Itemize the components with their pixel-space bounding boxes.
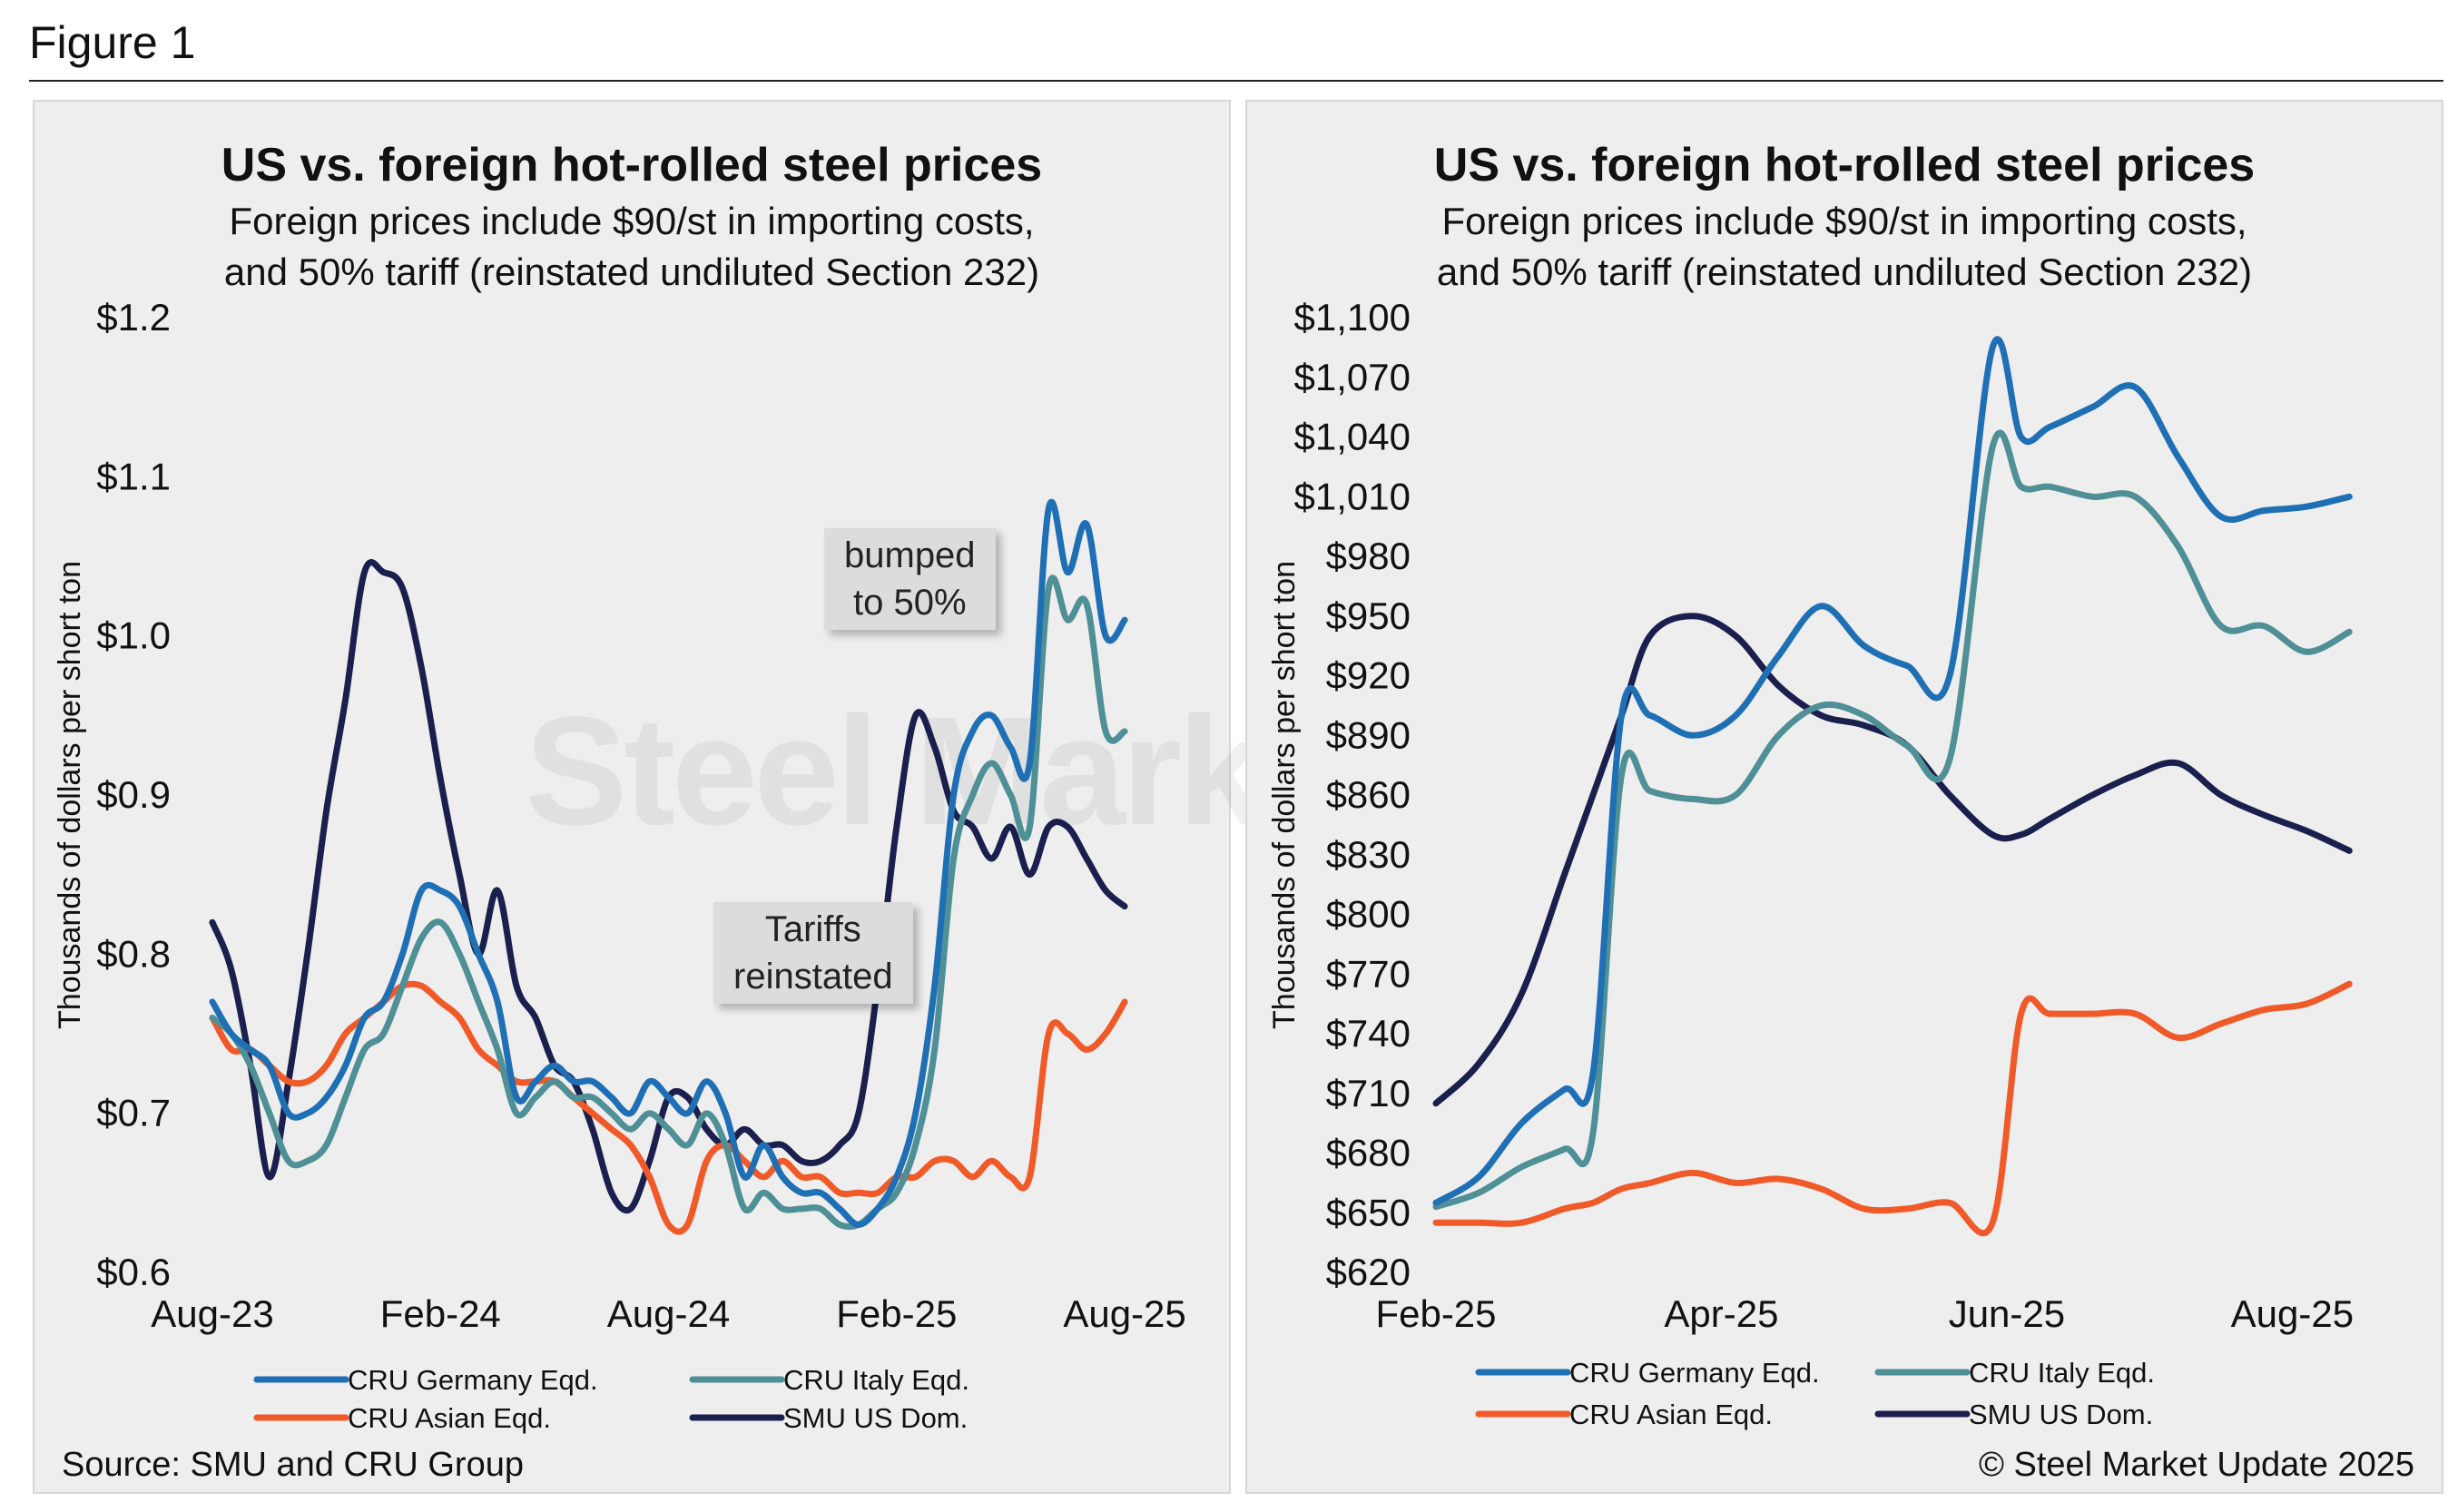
y-tick-label: $1,010 <box>1294 475 1411 517</box>
legend-label-smu-us-dom: SMU US Dom. <box>783 1402 968 1434</box>
y-tick-label: $1.0 <box>96 614 171 657</box>
y-tick-label: $0.6 <box>96 1251 171 1293</box>
series-line-smu-us-dom <box>1432 613 2353 1107</box>
annotation-tariffs: Tariffs reinstated <box>713 902 913 1004</box>
y-axis-label: Thousands of dollars per short ton <box>1267 561 1302 1029</box>
y-tick-label: $860 <box>1326 773 1411 816</box>
y-tick-label: $620 <box>1326 1251 1411 1293</box>
chart-panel-left: Steel Market Update US vs. foreign hot-r… <box>33 100 1934 1494</box>
annotation-tariffs-line1: Tariffs <box>764 909 861 949</box>
y-tick-label: $0.7 <box>96 1092 171 1134</box>
series-line-cru-italy-eqd <box>209 574 1128 1231</box>
x-tick-label: Aug-25 <box>1063 1292 1185 1335</box>
legend-label-cru-germany-eqd: CRU Germany Eqd. <box>348 1364 598 1396</box>
y-tick-label: $830 <box>1326 833 1411 876</box>
series-line-cru-asian-eqd <box>1432 980 2353 1237</box>
legend-label-smu-us-dom: SMU US Dom. <box>1969 1399 2153 1430</box>
chart-title: US vs. foreign hot-rolled steel prices <box>221 139 1043 191</box>
x-tick-label: Feb-25 <box>836 1292 957 1335</box>
chart-plot: $0.6 $0.7 $0.8 $0.9 $1.0 $1.1 $1.2 Aug-23 Feb-24… <box>53 296 1186 1434</box>
y-tick-label: $1,070 <box>1294 356 1411 398</box>
y-tick-label: $950 <box>1326 594 1411 637</box>
series-line-cru-asian-eqd <box>209 980 1128 1235</box>
chart-panel-right: US vs. foreign hot-rolled steel prices F… <box>1245 100 2443 1494</box>
y-tick-label: $890 <box>1326 713 1411 756</box>
chart-plot: $620 $650 $680 $710 $740 $770 $800 $830 $860 $890… <box>1267 296 2354 1430</box>
y-tick-label: $800 <box>1326 893 1411 936</box>
chart-subtitle-line2: and 50% tariff (reinstated undiluted Sec… <box>1436 250 2253 293</box>
chart-subtitle-line1: Foreign prices include $90/st in importi… <box>229 200 1035 242</box>
chart-title: US vs. foreign hot-rolled steel prices <box>1433 139 2256 191</box>
annotation-tariffs-line2: reinstated <box>733 957 893 997</box>
x-tick-label: Feb-25 <box>1375 1292 1496 1335</box>
series-line-cru-germany-eqd <box>1432 336 2353 1206</box>
legend-label-cru-italy-eqd: CRU Italy Eqd. <box>783 1364 969 1396</box>
x-tick-label: Jun-25 <box>1949 1292 2065 1335</box>
series-line-cru-germany-eqd <box>209 498 1128 1228</box>
y-tick-label: $710 <box>1326 1072 1411 1114</box>
chart-subtitle-line2: and 50% tariff (reinstated undiluted Sec… <box>223 250 1040 293</box>
y-tick-label: $1,100 <box>1294 296 1411 339</box>
y-tick-label: $920 <box>1326 654 1411 697</box>
annotation-bumped-line1: bumped <box>844 535 976 575</box>
y-tick-label: $0.8 <box>96 932 171 975</box>
legend-label-cru-asian-eqd: CRU Asian Eqd. <box>1569 1399 1773 1430</box>
x-tick-label: Aug-24 <box>607 1292 730 1335</box>
y-tick-label: $1.2 <box>96 296 171 339</box>
chart-copyright: © Steel Market Update 2025 <box>1978 1446 2414 1484</box>
y-tick-label: $1,040 <box>1294 416 1411 458</box>
chart-subtitle-line1: Foreign prices include $90/st in importi… <box>1441 200 2247 242</box>
legend-label-cru-italy-eqd: CRU Italy Eqd. <box>1969 1357 2155 1389</box>
legend-label-cru-asian-eqd: CRU Asian Eqd. <box>348 1402 551 1434</box>
figure-label: Figure 1 <box>29 17 196 68</box>
y-tick-label: $740 <box>1326 1012 1411 1055</box>
figure-divider <box>29 80 2443 82</box>
y-tick-label: $680 <box>1326 1132 1411 1174</box>
x-tick-label: Aug-25 <box>2231 1292 2354 1335</box>
legend-label-cru-germany-eqd: CRU Germany Eqd. <box>1569 1357 1820 1389</box>
x-tick-label: Feb-24 <box>380 1292 501 1335</box>
y-tick-label: $980 <box>1326 535 1411 577</box>
y-tick-label: $1.1 <box>96 455 171 497</box>
chart-subtitle: Foreign prices include $90/st in importi… <box>1247 196 2442 298</box>
annotation-bumped: bumped to 50% <box>824 528 996 630</box>
series-line-cru-italy-eqd <box>1432 429 2353 1211</box>
y-tick-label: $770 <box>1326 952 1411 995</box>
x-tick-label: Aug-23 <box>151 1292 273 1335</box>
x-tick-label: Apr-25 <box>1664 1292 1778 1335</box>
chart-source: Source: SMU and CRU Group <box>62 1446 524 1484</box>
y-tick-label: $650 <box>1326 1191 1411 1233</box>
y-axis-label: Thousands of dollars per short ton <box>53 561 87 1029</box>
annotation-bumped-line2: to 50% <box>853 583 967 623</box>
chart-subtitle: Foreign prices include $90/st in importi… <box>34 196 1229 298</box>
y-tick-label: $0.9 <box>96 773 171 816</box>
series-line-smu-us-dom <box>209 558 1128 1214</box>
